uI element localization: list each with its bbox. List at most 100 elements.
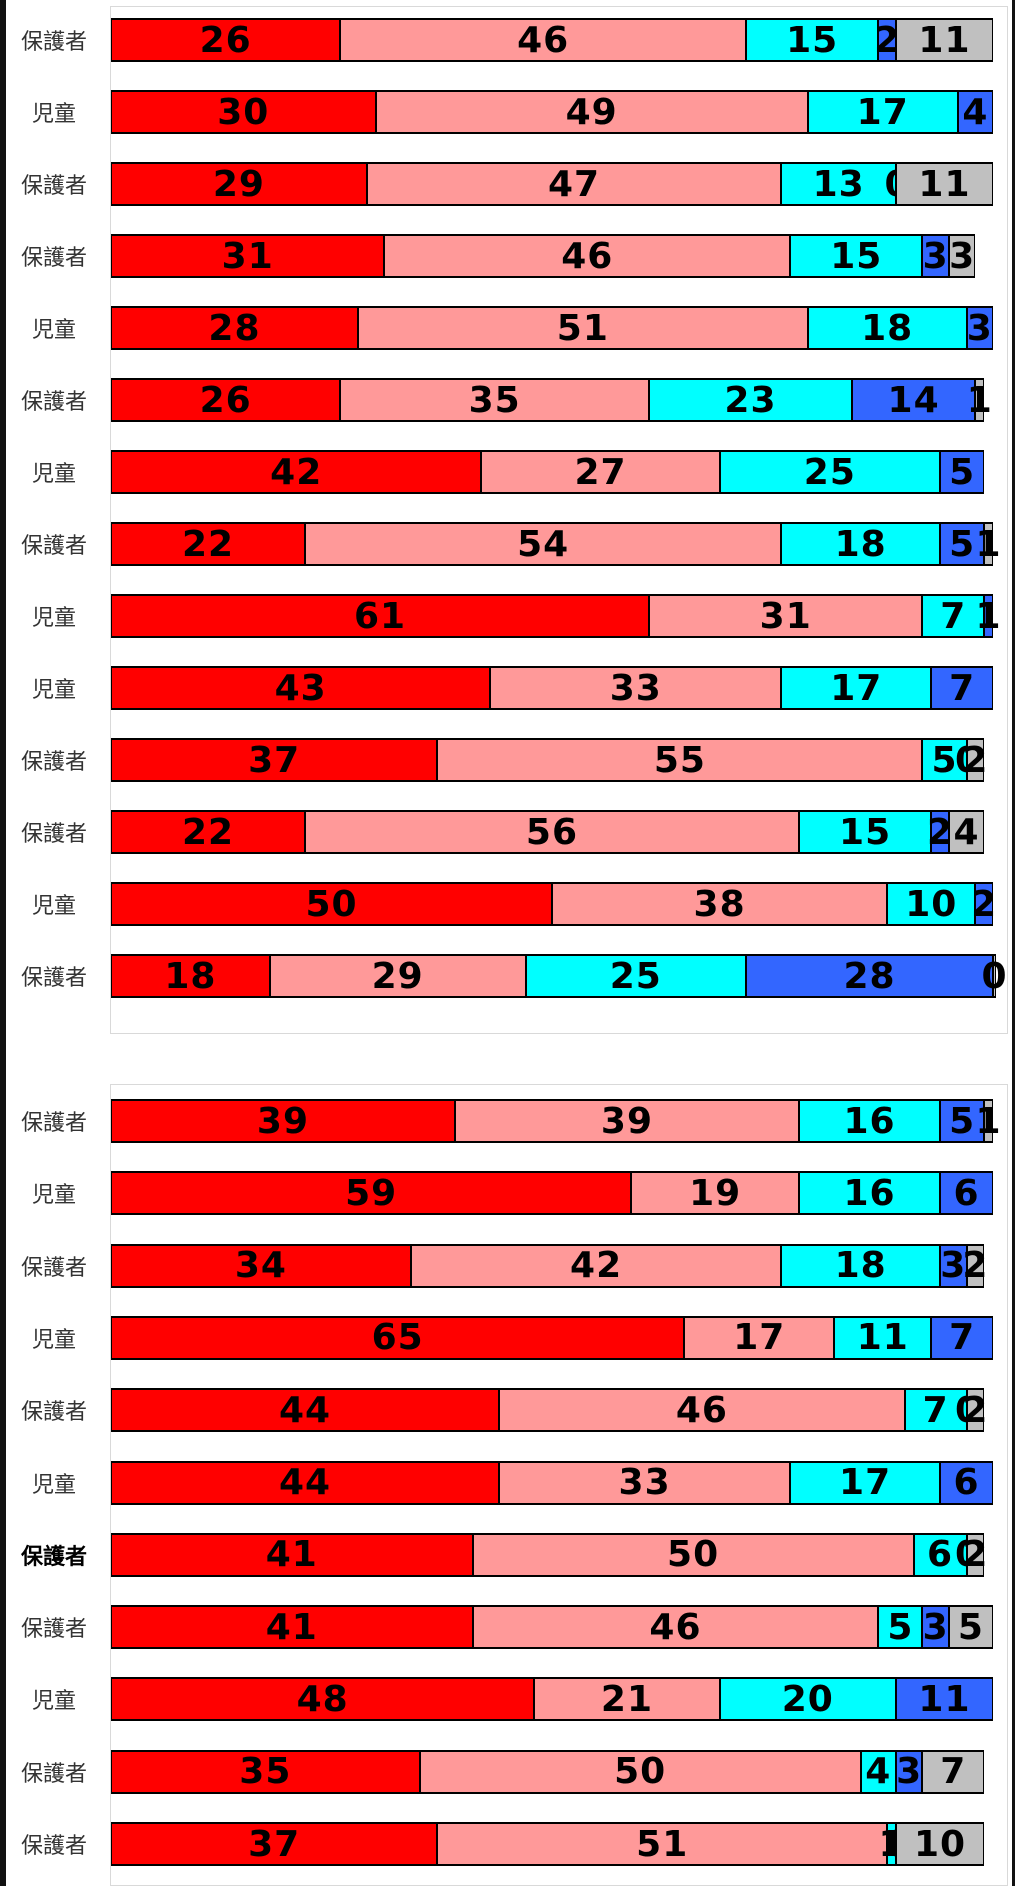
bar-segment: 14 [851, 378, 976, 422]
segment-value-label: 11 [856, 1317, 909, 1359]
bar-segment: 46 [340, 18, 747, 62]
bar-segment: 25 [719, 450, 941, 494]
segment-value-label: 3 [922, 235, 949, 277]
segment-value-label: 2 [962, 739, 989, 781]
bar-segment: 46 [472, 1605, 879, 1650]
row-label: 保護者 [20, 1111, 87, 1136]
segment-value-label: 3 [966, 307, 993, 349]
bar-segment: 18 [781, 1243, 941, 1288]
segment-value-label: 1 [966, 379, 993, 421]
segment-value-label: 43 [274, 667, 327, 709]
stacked-bar: 59 19 16 6 [111, 1171, 993, 1216]
bar-segment: 41 [111, 1532, 473, 1577]
bar-segment: 7 [931, 666, 993, 710]
segment-value-label: 7 [949, 667, 976, 709]
bar-segment: 2 [962, 1532, 987, 1577]
segment-value-label: 28 [843, 955, 896, 997]
bar-segment: 1 [976, 522, 1001, 566]
bar-segment: 2 [927, 810, 952, 854]
bar-segment: 3 [895, 1749, 923, 1794]
stacked-bar: 3755502 [111, 738, 993, 782]
segment-value-label: 3 [922, 1606, 949, 1648]
bar-segment: 7 [931, 1315, 993, 1360]
segment-value-label: 37 [248, 1823, 301, 1865]
stacked-bar: 61 31 7 1 [111, 594, 1001, 638]
stacked-bar: 41 46 5 3 5 [111, 1605, 993, 1650]
bar-segment: 7 [922, 1749, 985, 1794]
bar-segment: 22 [111, 810, 306, 854]
segment-value-label: 10 [905, 883, 958, 925]
row-label: 保護者 [20, 1761, 87, 1787]
bar-segment: 28 [746, 954, 993, 998]
segment-value-label: 22 [181, 811, 235, 853]
bar-segment: 38 [552, 882, 888, 926]
segment-value-label: 2 [962, 1245, 989, 1287]
segment-value-label: 7 [940, 595, 967, 637]
segment-value-label: 17 [856, 91, 909, 133]
segment-value-label: 65 [371, 1317, 424, 1359]
row-label: 児童 [31, 606, 76, 631]
bar-segment: 48 [111, 1677, 535, 1722]
stacked-bar: 39 39 16 5 1 [111, 1099, 1001, 1143]
segment-value-label: 20 [781, 1678, 834, 1720]
segment-value-label: 4 [962, 91, 989, 133]
stacked-bar: 26 35 23 14 1 [111, 378, 993, 422]
row-label: 児童 [31, 1689, 76, 1715]
bar-segment: 59 [111, 1171, 632, 1216]
segment-value-label: 15 [839, 811, 892, 853]
stacked-bar: 294713011 [111, 162, 993, 206]
bar-segment: 42 [111, 450, 482, 494]
segment-value-label: 46 [675, 1389, 728, 1431]
segment-value-label: 23 [724, 379, 777, 421]
bar-segment: 29 [269, 954, 526, 998]
bar-segment: 6 [940, 1171, 993, 1216]
bar-segment: 55 [437, 738, 923, 782]
segment-value-label: 1 [975, 523, 1002, 565]
bar-segment: 17 [684, 1315, 835, 1360]
segment-value-label: 18 [834, 523, 887, 565]
segment-value-label: 50 [614, 1751, 667, 1793]
bar-segment: 5 [940, 522, 985, 566]
bar-segment: 15 [790, 234, 923, 278]
bar-segment: 26 [111, 378, 341, 422]
segment-value-label: 37 [248, 739, 301, 781]
segment-value-label: 46 [649, 1606, 702, 1648]
segment-value-label: 17 [830, 667, 883, 709]
bar-segment: 35 [111, 1749, 420, 1794]
segment-value-label: 16 [843, 1172, 896, 1214]
segment-value-label: 2 [927, 811, 954, 853]
bar-segment: 37 [111, 738, 438, 782]
bar-segment: 20 [719, 1677, 896, 1722]
bar-segment: 29 [111, 162, 367, 206]
bar-segment: 5 [948, 1605, 993, 1650]
row-label: 児童 [31, 1183, 76, 1209]
segment-value-label: 56 [525, 811, 579, 853]
segment-value-label: 29 [371, 955, 424, 997]
segment-value-label: 11 [918, 19, 971, 61]
bar-segment: 19 [631, 1171, 799, 1216]
bar-segment: 49 [375, 90, 808, 134]
segment-value-label: 42 [270, 451, 323, 493]
row-label: 児童 [31, 894, 76, 919]
bar-segment: 17 [781, 666, 932, 710]
bar-segment: 16 [798, 1171, 941, 1216]
bar-segment: 50 [472, 1532, 914, 1577]
bar-segment: 3 [966, 306, 993, 350]
bar-segment: 2 [971, 882, 996, 926]
bar-segment: 4 [948, 810, 985, 854]
row-label: 保護者 [20, 390, 87, 415]
row-label: 児童 [31, 678, 76, 703]
segment-value-label: 4 [865, 1751, 892, 1793]
stacked-bar: 18 29 25 28 0 [111, 954, 1007, 998]
stacked-bar: 31 46 15 3 3 [111, 234, 993, 278]
bar-segment: 41 [111, 1605, 473, 1650]
segment-value-label: 5 [957, 1606, 984, 1648]
segment-value-label: 1 [975, 1100, 1002, 1142]
segment-value-label: 44 [278, 1462, 332, 1503]
segment-value-label: 5 [931, 739, 958, 781]
bar-segment: 0 [981, 954, 1007, 998]
row-label: 保護者 [20, 1617, 87, 1643]
bar-segment: 22 [111, 522, 306, 566]
row-label: 保護者 [20, 246, 87, 271]
bar-segment: 50 [111, 882, 552, 926]
